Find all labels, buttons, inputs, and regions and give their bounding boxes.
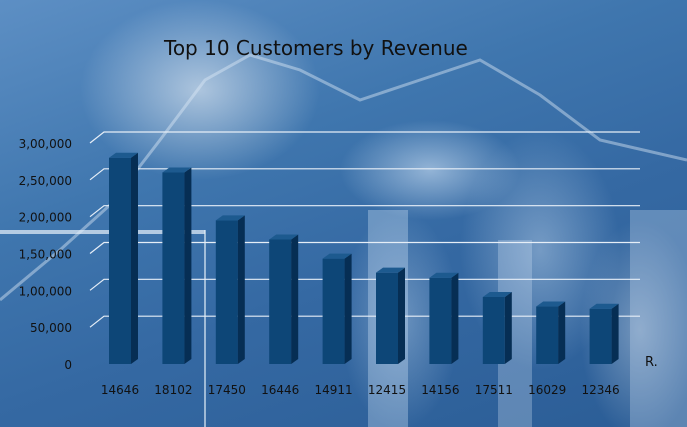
gridline [89,131,640,144]
x-tick-label: 14911 [315,383,353,397]
bar [589,303,619,364]
bar-side [451,272,459,364]
y-tick-label: 2,00,000 [19,211,72,225]
bar-side [504,291,512,364]
bar-top [536,301,566,307]
bar-front [429,277,452,364]
bar-top [269,234,299,240]
bar-side [291,234,299,364]
x-tick-label: 12415 [368,383,406,397]
bar [215,215,245,364]
x-tick-label: 16029 [528,383,566,397]
bar-top [215,215,245,221]
y-tick-label: 3,00,000 [19,137,72,151]
x-tick-label: 14156 [421,383,459,397]
y-tick-label: 50,000 [30,321,72,335]
bar-top [109,152,138,158]
bar-side [344,253,352,364]
bar-side [237,215,245,364]
x-tick-label: 14646 [101,383,139,397]
bar [162,167,192,364]
bar-side [611,303,619,364]
bar-top [429,272,459,278]
bar-side [558,301,566,364]
y-tick-label: 0 [64,358,72,372]
bar [536,301,566,364]
bar-front [162,172,185,364]
bar [482,291,512,364]
bar [322,253,352,364]
bar-front [536,306,559,364]
bar-front [269,239,292,364]
bar-front [322,258,345,364]
x-tick-label: 16446 [261,383,299,397]
bar-side [131,152,138,364]
bar-front [482,296,505,364]
bar [109,152,138,364]
bar-side [184,167,192,364]
bar-top [589,303,619,309]
bar-front [376,272,398,364]
gridline [89,278,640,291]
x-tick-label: 18102 [154,383,192,397]
chart-title: Top 10 Customers by Revenue [164,36,468,60]
x-tick-label: 17511 [475,383,513,397]
bar-top [162,167,192,173]
bar [376,267,405,364]
bar-top [376,267,405,273]
bar-top [482,291,512,297]
gridline [89,315,640,328]
bar-front [109,157,131,364]
bar-front [589,308,612,364]
gridline [89,241,640,254]
gridline [89,168,640,181]
bar [429,272,459,364]
gridline [89,205,640,218]
bar-side [398,267,405,364]
x-tick-label: 17450 [208,383,246,397]
bar-top [322,253,352,259]
y-tick-label: 1,00,000 [19,284,72,298]
y-tick-label: 2,50,000 [19,174,72,188]
x-tick-label: 12346 [582,383,620,397]
bar-front [215,220,238,364]
y-tick-label: 1,50,000 [19,248,72,262]
bar [269,234,299,364]
x-axis-label: R. [645,355,658,370]
